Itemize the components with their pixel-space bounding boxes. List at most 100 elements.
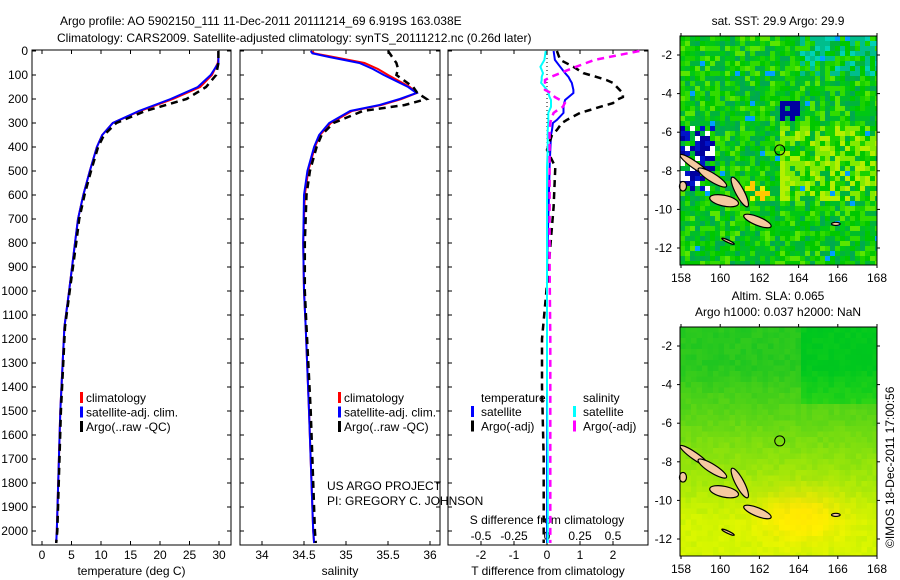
legend-label: Argo(..raw -QC): [344, 420, 429, 434]
y-tick-label: 2000: [1, 524, 28, 538]
lat-tick-label: -4: [661, 87, 672, 101]
y-tick-label: 1300: [1, 356, 28, 370]
argo-float-marker[interactable]: [774, 144, 786, 156]
legend-swatch: [80, 406, 83, 418]
lat-tick-label: -6: [661, 125, 672, 139]
x-tick-label: 2: [610, 548, 617, 562]
lat-tick-label: -2: [661, 339, 672, 353]
map-field: [680, 327, 878, 557]
island-landmass: [730, 176, 750, 208]
x-axis-label: T difference from climatology: [471, 564, 625, 578]
series-line-satellite-adj-clim-: [302, 50, 419, 544]
y-tick-label: 200: [8, 92, 28, 106]
island-landmass: [697, 167, 728, 188]
x-tick-label: 15: [124, 548, 138, 562]
legend-label: climatology: [86, 391, 146, 405]
figure-title-line1: Argo profile: AO 5902150_111 11-Dec-2011…: [60, 14, 462, 28]
y-tick-label: 600: [8, 188, 28, 202]
x-tick-label: 5: [68, 548, 75, 562]
legend-swatch: [338, 392, 341, 403]
plot-frame: [239, 49, 441, 546]
island-landmass: [721, 528, 735, 536]
x-tick-label: 34.5: [292, 548, 316, 562]
lat-tick-label: -12: [655, 241, 673, 255]
x-tick-label: 35: [339, 548, 353, 562]
legend-label: satellite-adj. clim.: [86, 406, 178, 420]
y-tick-label: 1900: [1, 500, 28, 514]
x-tick-label: 25: [183, 548, 197, 562]
legend-label: satellite-adj. clim.: [344, 406, 436, 420]
map-title-line1: Altim. SLA: 0.065: [732, 289, 825, 303]
legend-label: climatology: [344, 391, 404, 405]
lon-tick-label: 158: [671, 271, 691, 285]
s-tick-label: -0.5: [471, 529, 492, 543]
legend-label: Argo(..raw -QC): [86, 420, 171, 434]
lat-tick-label: -10: [655, 202, 673, 216]
lon-tick-label: 164: [789, 562, 809, 576]
imos-timestamp: ©IMOS 18-Dec-2011 17:00:56: [883, 386, 897, 548]
island-landmass: [709, 194, 740, 208]
map-sla: 158 160 162 164 166 168 -2 -4 -6 -8 -10 -12 Altim. S…: [655, 289, 888, 576]
island-landmass: [721, 237, 735, 245]
map-field: [680, 36, 878, 266]
lon-tick-label: 168: [867, 562, 887, 576]
island-landmass: [678, 471, 688, 483]
island-landmass: [743, 213, 772, 229]
s-tick-label: 0.5: [605, 529, 622, 543]
lon-tick-label: 160: [710, 271, 730, 285]
series-line-salinity-satellite: [539, 50, 552, 543]
y-tick-label: 1600: [1, 428, 28, 442]
x-tick-label: 36: [423, 548, 437, 562]
map-frame: [679, 326, 878, 557]
legend-header-salinity: salinity: [583, 391, 620, 405]
pi-credit: PI: GREGORY C. JOHNSON: [327, 494, 483, 508]
argo-float-marker[interactable]: [774, 435, 786, 447]
x-tick-label: -2: [476, 548, 487, 562]
x-tick-label: 0: [544, 548, 551, 562]
y-tick-label: 800: [8, 236, 28, 250]
map-frame: [679, 35, 878, 266]
y-tick-label: 900: [8, 260, 28, 274]
legend-swatch: [573, 420, 576, 432]
series-line-argo-raw-qc-: [54, 51, 220, 544]
lat-tick-label: -2: [661, 48, 672, 62]
lon-tick-label: 166: [828, 271, 848, 285]
island-landmass: [830, 512, 841, 518]
legend-swatch: [573, 406, 576, 417]
legend-label: satellite: [583, 405, 624, 419]
series-line-temperature-argo-adj-: [540, 50, 625, 543]
y-tick-label: 1500: [1, 404, 28, 418]
y-tick-label: 1200: [1, 332, 28, 346]
x-tick-label: 0: [39, 548, 46, 562]
island-landmass: [730, 467, 750, 499]
map-sst: 158 160 162 164 166 168 -2 -4 -6 -8 -10 -12 sat. SST…: [655, 14, 888, 285]
y-tick-label: 300: [8, 116, 28, 130]
lon-tick-label: 166: [828, 562, 848, 576]
lon-tick-label: 168: [867, 271, 887, 285]
lat-tick-label: -12: [655, 532, 673, 546]
y-tick-label: 400: [8, 140, 28, 154]
series-line-argo-raw-qc-: [303, 50, 430, 544]
map-title: sat. SST: 29.9 Argo: 29.9: [712, 14, 845, 28]
panel-temperature: 0100200300400500600700800900100011001200…: [1, 44, 232, 578]
legend-swatch: [471, 406, 474, 417]
legend-swatch: [338, 406, 341, 418]
island-landmass: [743, 504, 772, 520]
x-tick-label: 30: [212, 548, 226, 562]
y-tick-label: 1800: [1, 476, 28, 490]
y-tick-label: 1700: [1, 452, 28, 466]
island-landmass: [830, 221, 841, 227]
lon-tick-label: 160: [710, 562, 730, 576]
figure-title-line2: Climatology: CARS2009. Satellite-adjuste…: [57, 31, 531, 45]
y-tick-label: 0: [21, 44, 28, 58]
lon-tick-label: 158: [671, 562, 691, 576]
legend-swatch: [471, 420, 474, 432]
x-axis-label: salinity: [322, 564, 359, 578]
legend-label: satellite: [481, 405, 522, 419]
y-tick-label: 700: [8, 212, 28, 226]
y-tick-label: 100: [8, 68, 28, 82]
map-title-line2: Argo h1000: 0.037 h2000: NaN: [695, 305, 861, 319]
y-tick-label: 500: [8, 164, 28, 178]
lat-tick-label: -4: [661, 378, 672, 392]
